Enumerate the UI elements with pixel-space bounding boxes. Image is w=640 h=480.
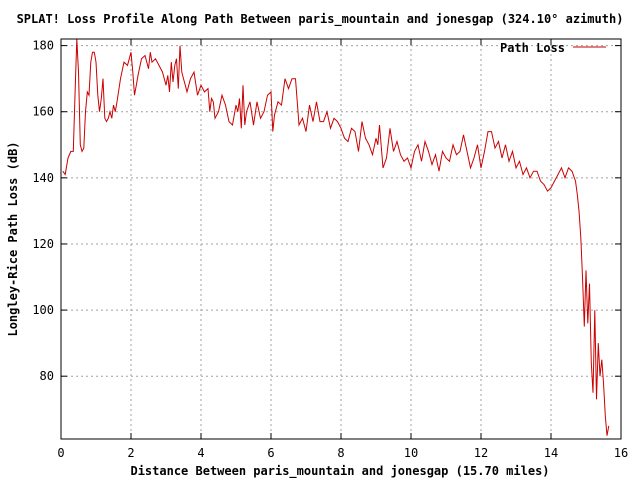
legend-label: Path Loss (500, 41, 565, 55)
x-tick-labels: 0 2 4 6 8 10 12 14 16 (57, 446, 628, 460)
y-tick-label: 160 (32, 105, 54, 119)
plot-frame (60, 38, 622, 440)
y-axis-label: Longley-Rice Path Loss (dB) (6, 141, 20, 336)
axis-ticks (60, 39, 622, 439)
y-tick-label: 180 (32, 39, 54, 53)
x-tick-label: 4 (197, 446, 204, 460)
x-tick-label: 8 (337, 446, 344, 460)
x-tick-label: 6 (267, 446, 274, 460)
y-tick-label: 120 (32, 237, 54, 251)
x-tick-label: 16 (614, 446, 628, 460)
path-loss-line (62, 38, 610, 436)
y-tick-label: 100 (32, 303, 54, 317)
x-tick-label: 0 (57, 446, 64, 460)
y-tick-label: 140 (32, 171, 54, 185)
grid-lines (61, 39, 621, 439)
x-tick-label: 10 (404, 446, 418, 460)
x-axis-label: Distance Between paris_mountain and jone… (130, 464, 549, 479)
x-tick-label: 12 (474, 446, 488, 460)
y-tick-label: 80 (40, 369, 54, 383)
y-tick-labels: 80 100 120 140 160 180 (32, 39, 54, 384)
x-tick-label: 2 (127, 446, 134, 460)
x-tick-label: 14 (544, 446, 558, 460)
chart-title: SPLAT! Loss Profile Along Path Between p… (17, 12, 624, 27)
legend: Path Loss (500, 41, 606, 55)
